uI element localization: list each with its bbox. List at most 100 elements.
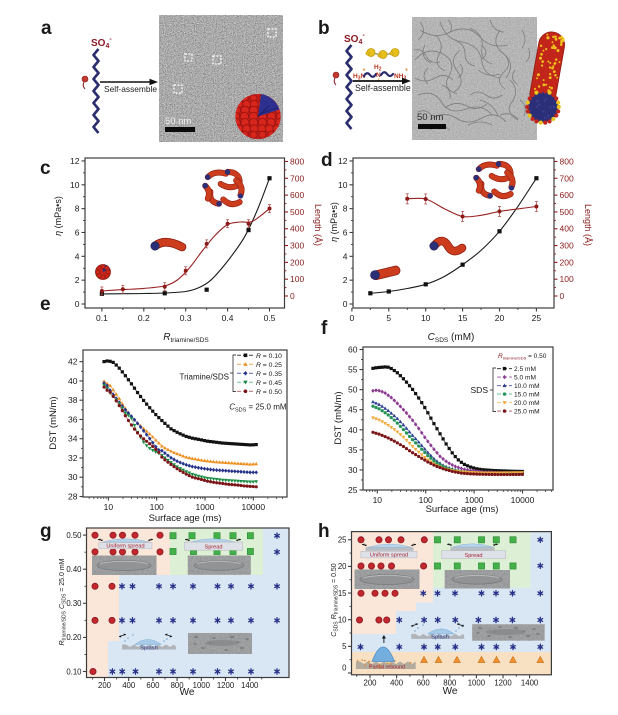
svg-text:η (mPa•s): η (mPa•s) (329, 202, 339, 242)
svg-text:500: 500 (290, 207, 304, 217)
svg-text:b: b (318, 18, 330, 39)
svg-text:200: 200 (98, 681, 112, 690)
svg-text:N: N (376, 72, 381, 79)
svg-text:1400: 1400 (521, 678, 539, 687)
svg-text:+: + (363, 68, 366, 74)
svg-text:0.20: 0.20 (66, 633, 82, 642)
svg-text:600: 600 (290, 190, 304, 200)
svg-text:c: c (40, 158, 51, 179)
svg-text:32: 32 (68, 453, 78, 463)
svg-text:SDS: SDS (471, 385, 489, 395)
svg-text:0: 0 (350, 313, 355, 323)
svg-text:Rtriamine/SDS CSDS = 25.0 mM: Rtriamine/SDS CSDS = 25.0 mM (59, 558, 68, 645)
svg-text:700: 700 (560, 173, 574, 183)
svg-text:10: 10 (104, 502, 114, 512)
svg-text:5: 5 (342, 642, 347, 651)
svg-text:1200: 1200 (494, 678, 512, 687)
svg-text:34: 34 (68, 434, 78, 444)
svg-text:Length (Å): Length (Å) (583, 204, 593, 246)
svg-text:30: 30 (348, 465, 358, 475)
svg-text:40: 40 (68, 376, 78, 386)
svg-text:e: e (40, 294, 51, 315)
svg-text:60: 60 (348, 345, 358, 355)
svg-text:700: 700 (290, 173, 304, 183)
svg-text:We: We (443, 686, 458, 697)
svg-text:200: 200 (290, 257, 304, 267)
svg-text:2: 2 (75, 275, 80, 285)
svg-text:10: 10 (70, 180, 80, 190)
svg-text:20: 20 (338, 562, 347, 571)
svg-text:R = 0.50: R = 0.50 (256, 389, 282, 396)
svg-text:CSDS (mM): CSDS (mM) (428, 332, 475, 344)
svg-text:CSDS Rtriamine/SDS = 0.50: CSDS Rtriamine/SDS = 0.50 (331, 563, 340, 637)
svg-text:SO4-: SO4- (91, 36, 112, 50)
svg-text:DST (mN/m): DST (mN/m) (48, 396, 59, 449)
svg-text:300: 300 (560, 241, 574, 251)
svg-text:Length (Å): Length (Å) (313, 204, 323, 246)
svg-text:55: 55 (348, 365, 358, 375)
svg-text:R = 0.25: R = 0.25 (256, 362, 282, 369)
svg-text:200: 200 (363, 678, 377, 687)
svg-text:50: 50 (348, 385, 358, 395)
svg-text:800: 800 (171, 681, 185, 690)
svg-text:R = 0.10: R = 0.10 (256, 353, 282, 360)
svg-text:H2: H2 (374, 64, 382, 73)
svg-text:600: 600 (146, 681, 160, 690)
svg-text:R = 0.45: R = 0.45 (256, 380, 282, 387)
svg-text:28: 28 (68, 492, 78, 502)
svg-text:50 nm: 50 nm (165, 116, 191, 127)
svg-text:η (mPa•s): η (mPa•s) (53, 196, 63, 236)
svg-text:38: 38 (68, 395, 78, 405)
svg-text:0: 0 (342, 664, 347, 673)
svg-text:4: 4 (343, 251, 348, 261)
svg-text:40: 40 (348, 425, 358, 435)
svg-text:12: 12 (338, 156, 348, 166)
svg-text:800: 800 (290, 156, 304, 166)
svg-text:36: 36 (68, 414, 78, 424)
svg-text:Self-assemble: Self-assemble (104, 84, 157, 94)
svg-text:0: 0 (560, 291, 565, 301)
svg-text:Splash: Splash (140, 645, 158, 651)
svg-text:Spread: Spread (204, 544, 222, 550)
svg-text:42: 42 (68, 357, 78, 367)
svg-text:Surface age (ms): Surface age (ms) (426, 504, 499, 515)
svg-text:500: 500 (560, 207, 574, 217)
svg-text:0.4: 0.4 (222, 313, 234, 323)
svg-text:0.10: 0.10 (66, 667, 82, 676)
svg-text:R = 0.35: R = 0.35 (256, 371, 282, 378)
svg-text:30: 30 (68, 472, 78, 482)
svg-text:25: 25 (338, 536, 347, 545)
svg-text:600: 600 (417, 678, 431, 687)
svg-text:1200: 1200 (217, 681, 235, 690)
svg-text:Spread: Spread (464, 553, 482, 559)
svg-text:DST (mN/m): DST (mN/m) (333, 391, 344, 444)
svg-text:6: 6 (75, 227, 80, 237)
svg-text:SO4-: SO4- (344, 32, 365, 46)
svg-text:0: 0 (75, 299, 80, 309)
svg-text:Uniform spread: Uniform spread (106, 544, 144, 550)
svg-text:H3N: H3N (353, 73, 365, 82)
svg-text:1400: 1400 (241, 681, 259, 690)
svg-text:f: f (321, 318, 328, 339)
svg-text:+: + (405, 68, 408, 74)
svg-text:400: 400 (390, 678, 404, 687)
svg-text:15: 15 (458, 313, 468, 323)
svg-text:20.0 mM: 20.0 mM (514, 400, 540, 407)
svg-text:0.30: 0.30 (66, 599, 82, 608)
svg-text:25: 25 (532, 313, 542, 323)
svg-text:CSDS = 25.0 mM: CSDS = 25.0 mM (229, 403, 287, 414)
svg-text:h: h (318, 521, 330, 542)
svg-text:600: 600 (560, 190, 574, 200)
svg-text:12: 12 (70, 156, 80, 166)
svg-text:15.0 mM: 15.0 mM (514, 391, 540, 398)
svg-text:Self-assemble: Self-assemble (355, 83, 411, 93)
svg-text:15: 15 (338, 589, 347, 598)
svg-text:400: 400 (560, 224, 574, 234)
svg-text:20: 20 (495, 313, 505, 323)
svg-text:10.0 mM: 10.0 mM (514, 383, 540, 390)
svg-text:0: 0 (343, 299, 348, 309)
svg-text:We: We (180, 687, 195, 698)
svg-text:10: 10 (338, 616, 347, 625)
svg-text:1000: 1000 (196, 502, 215, 512)
svg-text:0.50: 0.50 (66, 531, 82, 540)
